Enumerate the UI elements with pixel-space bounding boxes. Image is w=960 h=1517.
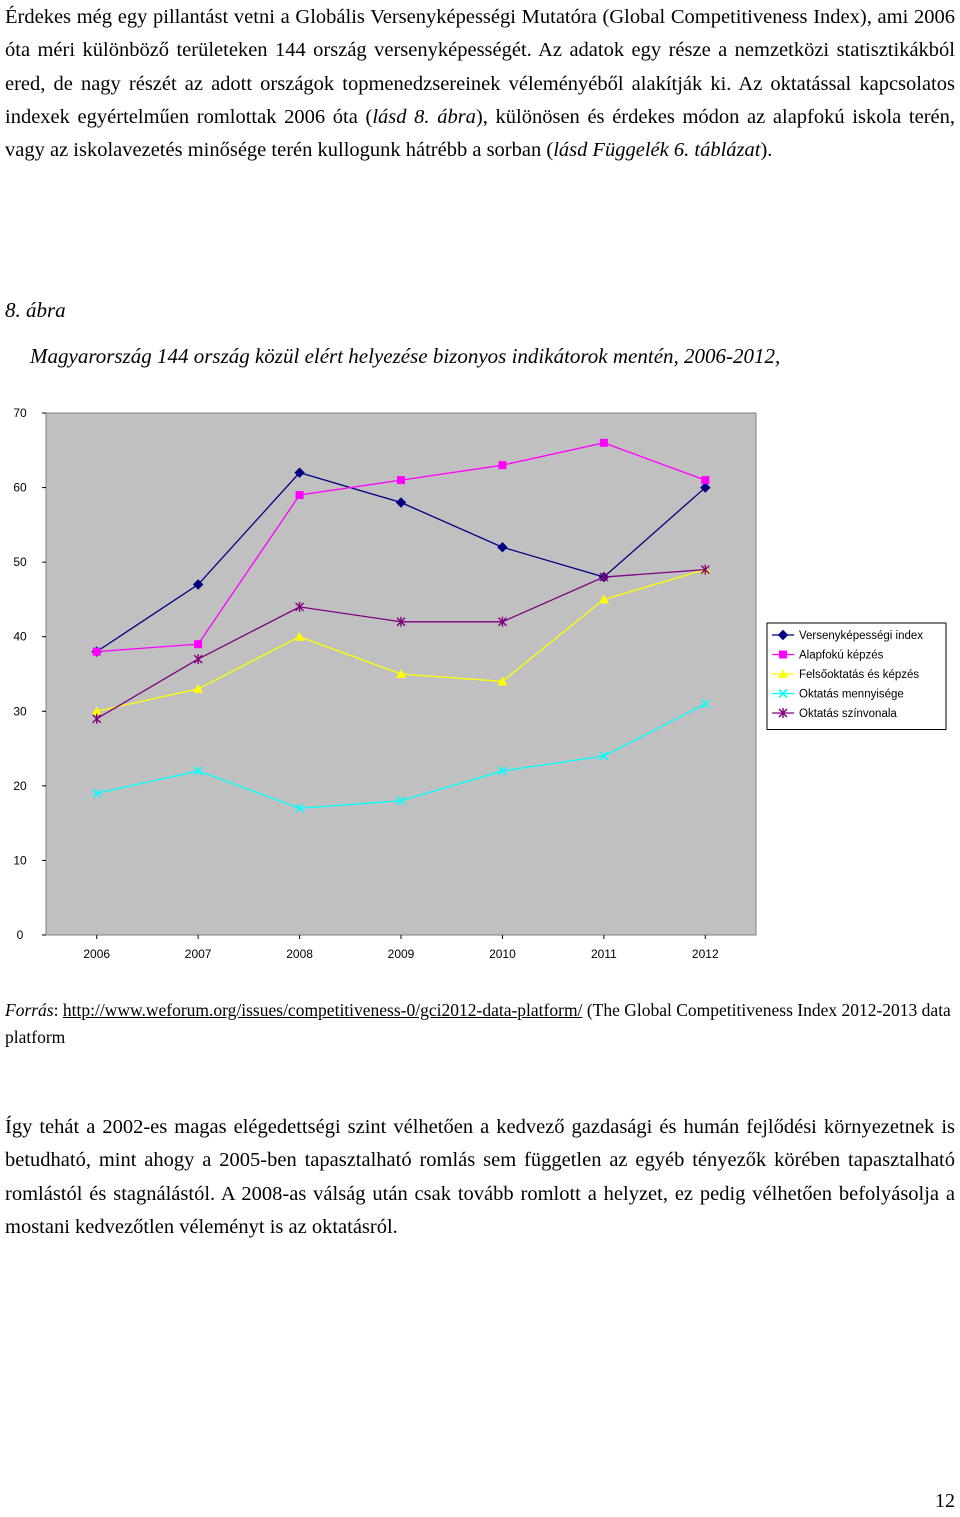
data-point <box>778 708 788 718</box>
data-point <box>294 467 305 478</box>
line-chart: 0 10 20 30 40 50 60 70 2006 2007 2008 2009 2010 2011 2… <box>0 400 960 972</box>
data-point <box>193 683 204 693</box>
intro-paragraph: Érdekes még egy pillantást vetni a Globá… <box>5 1 955 167</box>
x-tick-label: 2007 <box>185 947 212 961</box>
data-point <box>194 640 203 649</box>
marker-stroke <box>396 796 406 806</box>
data-point <box>498 461 507 470</box>
legend-entry: Oktatás színvonala <box>772 708 897 720</box>
marker-stroke <box>92 788 102 798</box>
figure-title: Magyarország 144 ország közül elért hely… <box>30 344 781 368</box>
y-tick-label: 70 <box>13 406 27 420</box>
data-point <box>778 688 788 699</box>
y-tick-label: 60 <box>13 481 27 495</box>
data-point <box>779 650 787 659</box>
series-4 <box>92 699 710 813</box>
data-point <box>497 542 508 553</box>
figure-number: 8. ábra <box>5 298 66 322</box>
marker-stroke <box>700 699 710 709</box>
marker-stroke <box>295 803 305 813</box>
chart-svg: 0 10 20 30 40 50 60 70 2006 2007 2008 2009 2010 2011 2… <box>13 406 947 961</box>
marker-stroke <box>497 766 507 776</box>
x-tick-label: 2009 <box>388 947 415 961</box>
marker-stroke <box>599 751 609 761</box>
source-rest: (The Global Competitiveness Index 2012-2… <box>5 1000 951 1047</box>
data-point <box>192 579 204 590</box>
data-point <box>294 631 305 641</box>
data-point <box>193 654 203 665</box>
y-tick-label: 20 <box>13 779 27 793</box>
legend-label: Alapfokú képzés <box>799 650 884 662</box>
data-point <box>193 766 203 776</box>
data-point <box>295 803 305 813</box>
data-point <box>777 629 789 641</box>
legend-label: Felsőoktatás és képzés <box>799 669 919 681</box>
data-point <box>700 564 710 575</box>
series-5 <box>92 564 710 724</box>
intro-ref-table: lásd Függelék 6. táblázat <box>553 139 761 162</box>
data-point <box>599 438 608 447</box>
data-point <box>598 594 609 604</box>
x-tick-label: 2010 <box>489 947 516 961</box>
data-point <box>397 476 405 485</box>
data-point <box>700 699 710 709</box>
legend-label: Versenyképességi index <box>799 630 923 642</box>
legend-entry: Felsőoktatás és képzés <box>772 669 919 681</box>
data-point <box>295 491 304 500</box>
source-link[interactable]: http://www.weforum.org/issues/competitiv… <box>62 1000 583 1020</box>
y-tick-label: 0 <box>17 928 24 942</box>
data-point <box>701 476 710 485</box>
legend-label: Oktatás színvonala <box>799 708 897 720</box>
intro-ref-figure: lásd 8. ábra <box>372 105 476 128</box>
data-point <box>396 796 406 806</box>
data-point <box>295 601 305 612</box>
closing-paragraph: Így tehát a 2002-es magas elégedettségi … <box>5 1116 955 1238</box>
legend-box <box>766 622 947 730</box>
y-tick-label: 30 <box>13 704 27 718</box>
data-point <box>92 647 101 656</box>
marker-stroke <box>193 766 203 776</box>
data-point <box>92 713 102 724</box>
data-point <box>497 616 507 627</box>
data-point <box>497 676 508 686</box>
source-citation: Forrás: http://www.weforum.org/issues/co… <box>5 997 955 1051</box>
data-point <box>395 497 407 508</box>
data-point <box>497 766 507 776</box>
legend-entry: Alapfokú képzés <box>772 650 884 662</box>
data-point <box>92 788 102 798</box>
intro-text-1: Érdekes még egy pillantást vetni a Globá… <box>5 6 955 128</box>
data-point <box>599 572 609 583</box>
y-tick-label: 10 <box>13 853 27 867</box>
legend-label: Oktatás mennyisége <box>799 689 904 701</box>
x-tick-label: 2012 <box>692 947 719 961</box>
data-point <box>396 616 406 627</box>
data-point <box>599 751 609 761</box>
page-number: 12 <box>935 1490 955 1512</box>
legend-entry: Oktatás mennyisége <box>772 689 904 701</box>
x-tick-label: 2006 <box>83 947 110 961</box>
x-tick-label: 2008 <box>286 947 313 961</box>
intro-text-3: ). <box>760 139 773 162</box>
intro-text-2: ), különösen és érdekes módon az alapfok… <box>5 105 956 162</box>
y-tick-label: 40 <box>13 630 27 644</box>
marker-stroke <box>778 688 788 699</box>
legend-entry: Versenyképességi index <box>772 629 923 642</box>
data-point <box>778 669 788 678</box>
data-point <box>91 706 102 716</box>
data-point <box>700 482 711 493</box>
data-point <box>396 669 406 678</box>
series-2 <box>92 438 710 656</box>
y-tick-label: 50 <box>13 555 27 569</box>
source-colon: : <box>53 1000 63 1020</box>
x-tick-label: 2011 <box>591 947 617 961</box>
source-label: Forrás <box>5 1000 54 1020</box>
